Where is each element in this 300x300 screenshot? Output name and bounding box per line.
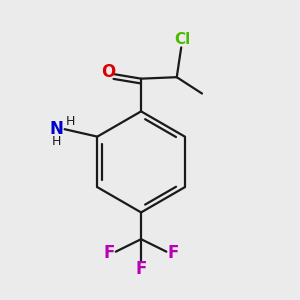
Text: H: H xyxy=(52,135,61,148)
Text: F: F xyxy=(103,244,115,262)
Text: Cl: Cl xyxy=(175,32,191,46)
Text: N: N xyxy=(50,120,63,138)
Text: F: F xyxy=(135,260,147,278)
Text: O: O xyxy=(101,63,115,81)
Text: F: F xyxy=(167,244,178,262)
Text: H: H xyxy=(65,115,75,128)
